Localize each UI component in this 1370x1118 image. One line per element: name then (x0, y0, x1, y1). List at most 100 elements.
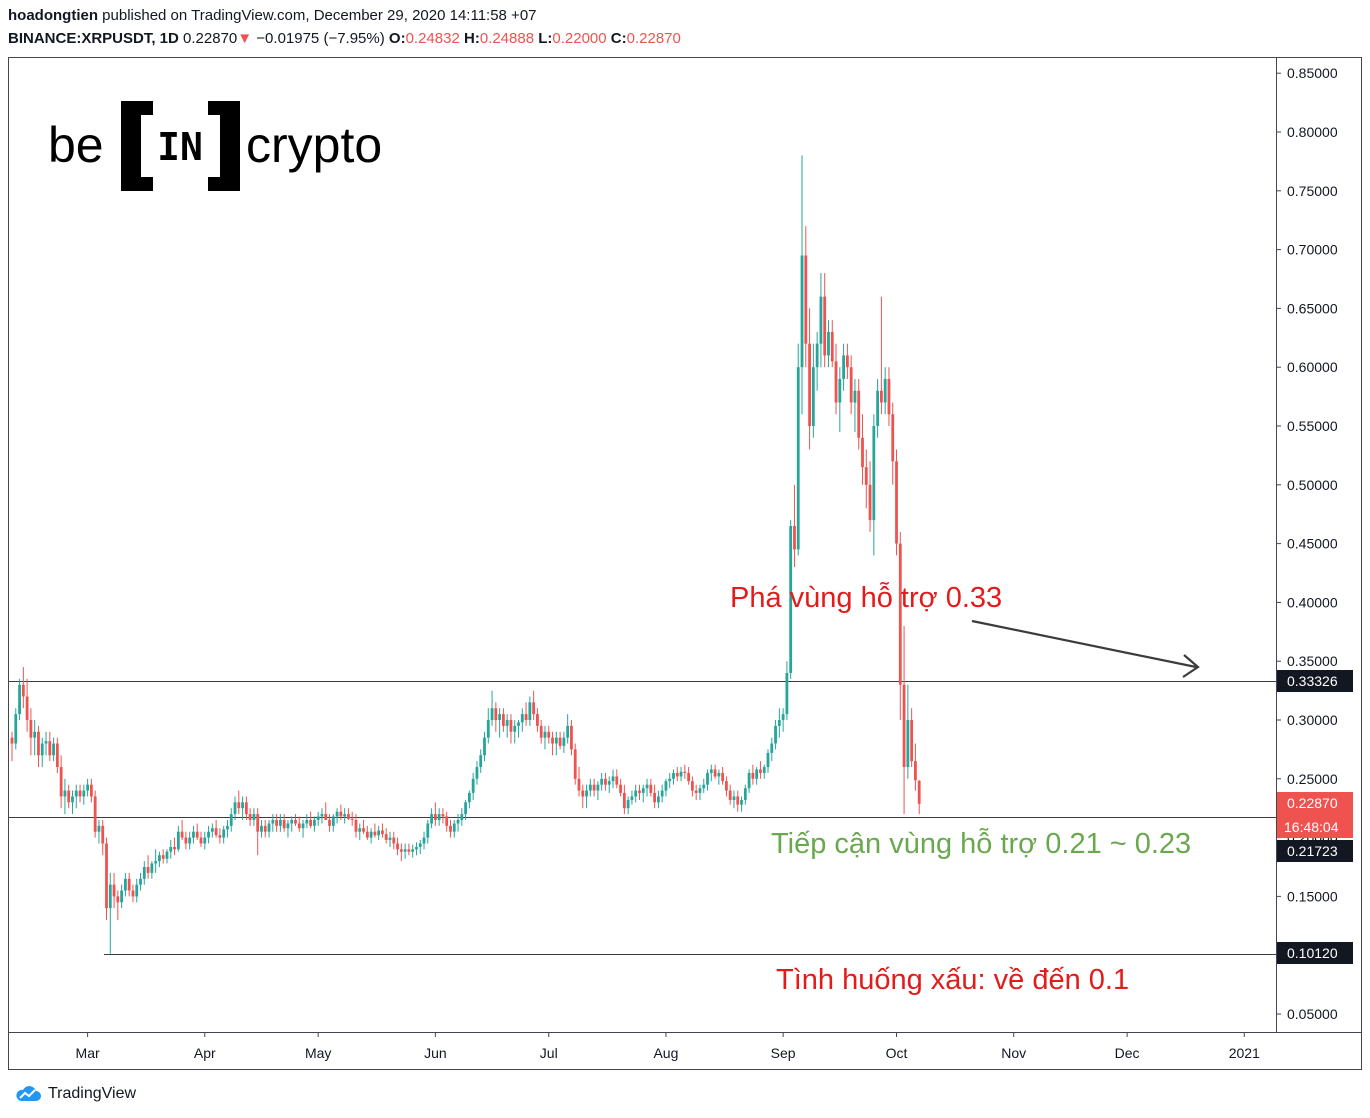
beincrypto-logo: be IN crypto (48, 101, 382, 191)
candle (917, 780, 921, 815)
candle (902, 625, 906, 815)
candle (630, 790, 634, 805)
candle (388, 831, 392, 848)
candle (687, 767, 691, 785)
candle (294, 814, 297, 826)
y-tick-label: 0.80000 (1287, 124, 1338, 140)
candle (823, 273, 827, 368)
y-tick-label: 0.15000 (1287, 888, 1338, 904)
candle (475, 761, 479, 785)
x-tick-label: Apr (194, 1045, 216, 1061)
candle (755, 767, 759, 785)
candle (135, 878, 139, 903)
candle (660, 784, 664, 803)
candle (199, 831, 203, 848)
candle (331, 814, 335, 832)
candle (721, 767, 725, 785)
candle (849, 355, 853, 415)
y-tick-label: 0.60000 (1287, 359, 1338, 375)
candle (641, 784, 645, 803)
candle (656, 790, 660, 809)
annotation-break-support: Phá vùng hỗ trợ 0.33 (730, 581, 1002, 614)
candle (290, 816, 294, 832)
candle (876, 378, 880, 438)
candle (116, 890, 120, 920)
candle (297, 816, 301, 832)
candle (611, 769, 615, 789)
candle (244, 796, 248, 820)
candle (97, 819, 101, 844)
candle (418, 839, 422, 855)
candle (536, 708, 539, 732)
candle (479, 749, 483, 773)
candle (142, 861, 146, 885)
candle (108, 872, 112, 954)
candle (717, 769, 721, 785)
candle (615, 769, 619, 789)
candle (358, 823, 362, 840)
candle (260, 819, 263, 838)
high-value: 0.24888 (479, 30, 535, 47)
candle (44, 731, 48, 756)
symbol-label[interactable]: BINANCE:XRPUSDT, 1D (8, 30, 179, 47)
candle (282, 814, 286, 832)
author-name[interactable]: hoadongtien (8, 7, 98, 24)
candle (67, 784, 71, 809)
candle (120, 884, 124, 909)
candle (146, 855, 150, 879)
breakdown-arrow (971, 619, 1200, 678)
x-tick-label: Mar (76, 1045, 100, 1061)
publish-info: hoadongtien published on TradingView.com… (8, 7, 537, 24)
candle (694, 784, 698, 800)
tradingview-cloud-icon (16, 1086, 41, 1101)
candle (566, 714, 570, 744)
candle (275, 814, 278, 832)
candle (286, 819, 290, 838)
candle (679, 767, 683, 782)
candle (732, 790, 736, 809)
price-axis[interactable]: 0.050000.100000.150000.200000.250000.300… (1276, 65, 1338, 1022)
candle (14, 708, 18, 750)
candle (21, 667, 25, 709)
candle (811, 343, 815, 438)
candle (645, 778, 649, 797)
tradingview-brand[interactable]: TradingView (14, 1082, 136, 1106)
candle (539, 720, 543, 744)
candle (40, 737, 44, 768)
low-value: 0.22000 (552, 30, 607, 47)
candle (558, 731, 562, 750)
candle (604, 772, 607, 791)
candle (706, 769, 709, 791)
candle (328, 814, 331, 832)
logo-text-be: be (48, 117, 104, 173)
candle (184, 831, 188, 850)
candle (577, 767, 581, 797)
x-tick-label: Nov (1001, 1045, 1026, 1061)
candle (256, 808, 260, 856)
candle (18, 678, 21, 720)
time-axis[interactable]: Mar Apr May Jun Jul Aug Sep Oct Nov Dec 2021 (76, 1032, 1261, 1061)
candle (702, 778, 706, 793)
candle (532, 690, 536, 720)
high-label: H: (463, 30, 480, 47)
candle (596, 781, 600, 800)
candle (770, 737, 774, 762)
close-label: C: (610, 30, 627, 47)
candle (736, 790, 740, 812)
candle (210, 823, 214, 838)
candle (789, 520, 793, 679)
x-tick-label: May (305, 1045, 331, 1061)
candle (528, 696, 532, 726)
close-value: 0.22870 (626, 30, 681, 47)
logo-text-crypto: crypto (246, 117, 382, 173)
y-tick-label: 0.75000 (1287, 183, 1338, 199)
symbol-info: BINANCE:XRPUSDT, 1D 0.22870▼ −0.01975 (−… (8, 30, 681, 47)
y-tick-label: 0.85000 (1287, 65, 1338, 81)
last-price: 0.22870 (183, 30, 238, 47)
candle (505, 714, 509, 738)
candle (207, 825, 210, 844)
candle (452, 819, 456, 838)
candle (456, 814, 460, 832)
candle (683, 764, 687, 779)
